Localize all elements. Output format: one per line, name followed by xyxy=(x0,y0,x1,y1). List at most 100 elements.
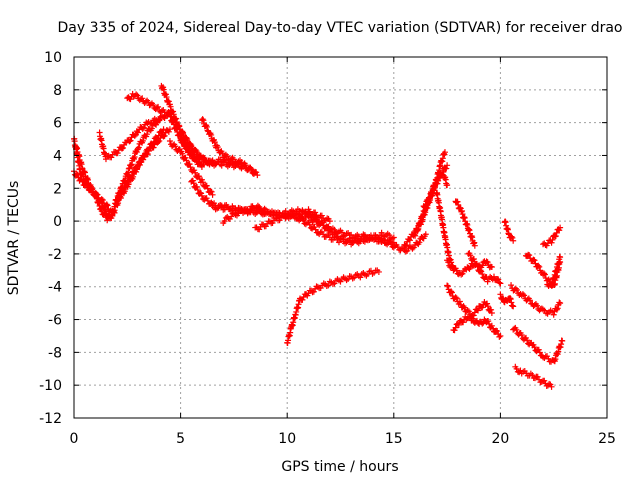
data-point xyxy=(534,373,541,380)
data-point xyxy=(118,145,125,152)
data-point xyxy=(367,232,374,239)
data-point xyxy=(241,160,248,167)
data-point xyxy=(189,177,196,184)
data-point xyxy=(114,150,121,157)
data-point xyxy=(535,262,542,269)
data-point xyxy=(412,232,419,239)
data-point xyxy=(488,306,495,313)
series-arc-33 xyxy=(508,282,564,318)
data-points xyxy=(71,82,566,390)
series-arc-21 xyxy=(358,231,429,255)
data-point xyxy=(188,142,195,149)
data-point xyxy=(150,101,157,108)
data-point xyxy=(93,191,100,198)
data-point xyxy=(507,295,514,302)
data-point xyxy=(120,186,127,193)
series-arc-31 xyxy=(497,291,517,310)
data-point xyxy=(510,237,517,244)
data-point xyxy=(332,229,339,236)
data-point xyxy=(172,143,179,150)
data-point xyxy=(388,240,395,247)
data-point xyxy=(473,306,480,313)
data-point xyxy=(262,209,269,216)
data-point xyxy=(535,346,542,353)
data-point xyxy=(470,312,477,319)
data-point xyxy=(140,156,147,163)
data-point xyxy=(197,189,204,196)
y-tick-label: -4 xyxy=(48,280,62,296)
data-point xyxy=(509,234,516,241)
data-point xyxy=(508,299,515,306)
data-point xyxy=(81,169,88,176)
data-point xyxy=(104,202,111,209)
data-point xyxy=(454,198,461,205)
data-point xyxy=(491,273,498,280)
data-point xyxy=(549,236,556,243)
data-point xyxy=(479,271,486,278)
series-arc-13 xyxy=(166,137,216,198)
y-tick-label: 4 xyxy=(53,148,62,164)
data-point xyxy=(548,383,555,390)
data-point xyxy=(425,197,432,204)
series-arc-04 xyxy=(96,115,163,163)
data-point xyxy=(409,245,416,252)
data-point xyxy=(434,177,441,184)
data-point xyxy=(552,233,559,240)
data-point xyxy=(183,157,190,164)
data-point xyxy=(443,165,450,172)
data-point xyxy=(422,201,429,208)
data-point xyxy=(208,199,215,206)
data-point xyxy=(190,180,197,187)
data-point xyxy=(518,331,525,338)
data-point xyxy=(134,145,141,152)
data-point xyxy=(357,274,364,281)
data-point xyxy=(548,239,555,246)
data-point xyxy=(130,169,137,176)
data-point xyxy=(406,237,413,244)
data-point xyxy=(318,212,325,219)
data-point xyxy=(301,220,308,227)
data-point xyxy=(326,218,333,225)
data-point xyxy=(208,131,215,138)
data-point xyxy=(198,192,205,199)
data-point xyxy=(497,280,504,287)
data-point xyxy=(453,295,460,302)
data-point xyxy=(229,210,236,217)
data-point xyxy=(143,131,150,138)
data-point xyxy=(489,325,496,332)
data-point xyxy=(117,191,124,198)
data-point xyxy=(513,286,520,293)
data-point xyxy=(471,242,478,249)
x-tick-label: 0 xyxy=(70,431,79,447)
data-point xyxy=(111,207,118,214)
data-point xyxy=(148,125,155,132)
data-point xyxy=(475,307,482,314)
data-point xyxy=(120,145,127,152)
data-point xyxy=(527,297,534,304)
data-point xyxy=(326,226,333,233)
data-point xyxy=(402,242,409,249)
data-point xyxy=(510,303,517,310)
data-point xyxy=(175,123,182,130)
data-point xyxy=(449,262,456,269)
data-point xyxy=(102,156,109,163)
data-point xyxy=(479,262,486,269)
data-point xyxy=(160,133,167,140)
data-point xyxy=(507,295,514,302)
data-point xyxy=(134,92,141,99)
data-point xyxy=(484,259,491,266)
data-point xyxy=(85,176,92,183)
y-tick-label: -2 xyxy=(48,247,62,263)
series-arc-03 xyxy=(73,144,114,221)
series-arc-26 xyxy=(444,257,495,278)
data-point xyxy=(195,156,202,163)
data-point xyxy=(403,242,410,249)
data-point xyxy=(134,162,141,169)
axis-ticks: 0 5 10 15 20 25 -12 -10 -8 -6 -4 -2 0 2 4 6 8 10 xyxy=(39,50,616,447)
data-point xyxy=(545,355,552,362)
data-point xyxy=(458,271,465,278)
x-tick-label: 20 xyxy=(491,431,509,447)
data-point xyxy=(161,132,168,139)
data-point xyxy=(108,154,115,161)
data-point xyxy=(496,333,503,340)
